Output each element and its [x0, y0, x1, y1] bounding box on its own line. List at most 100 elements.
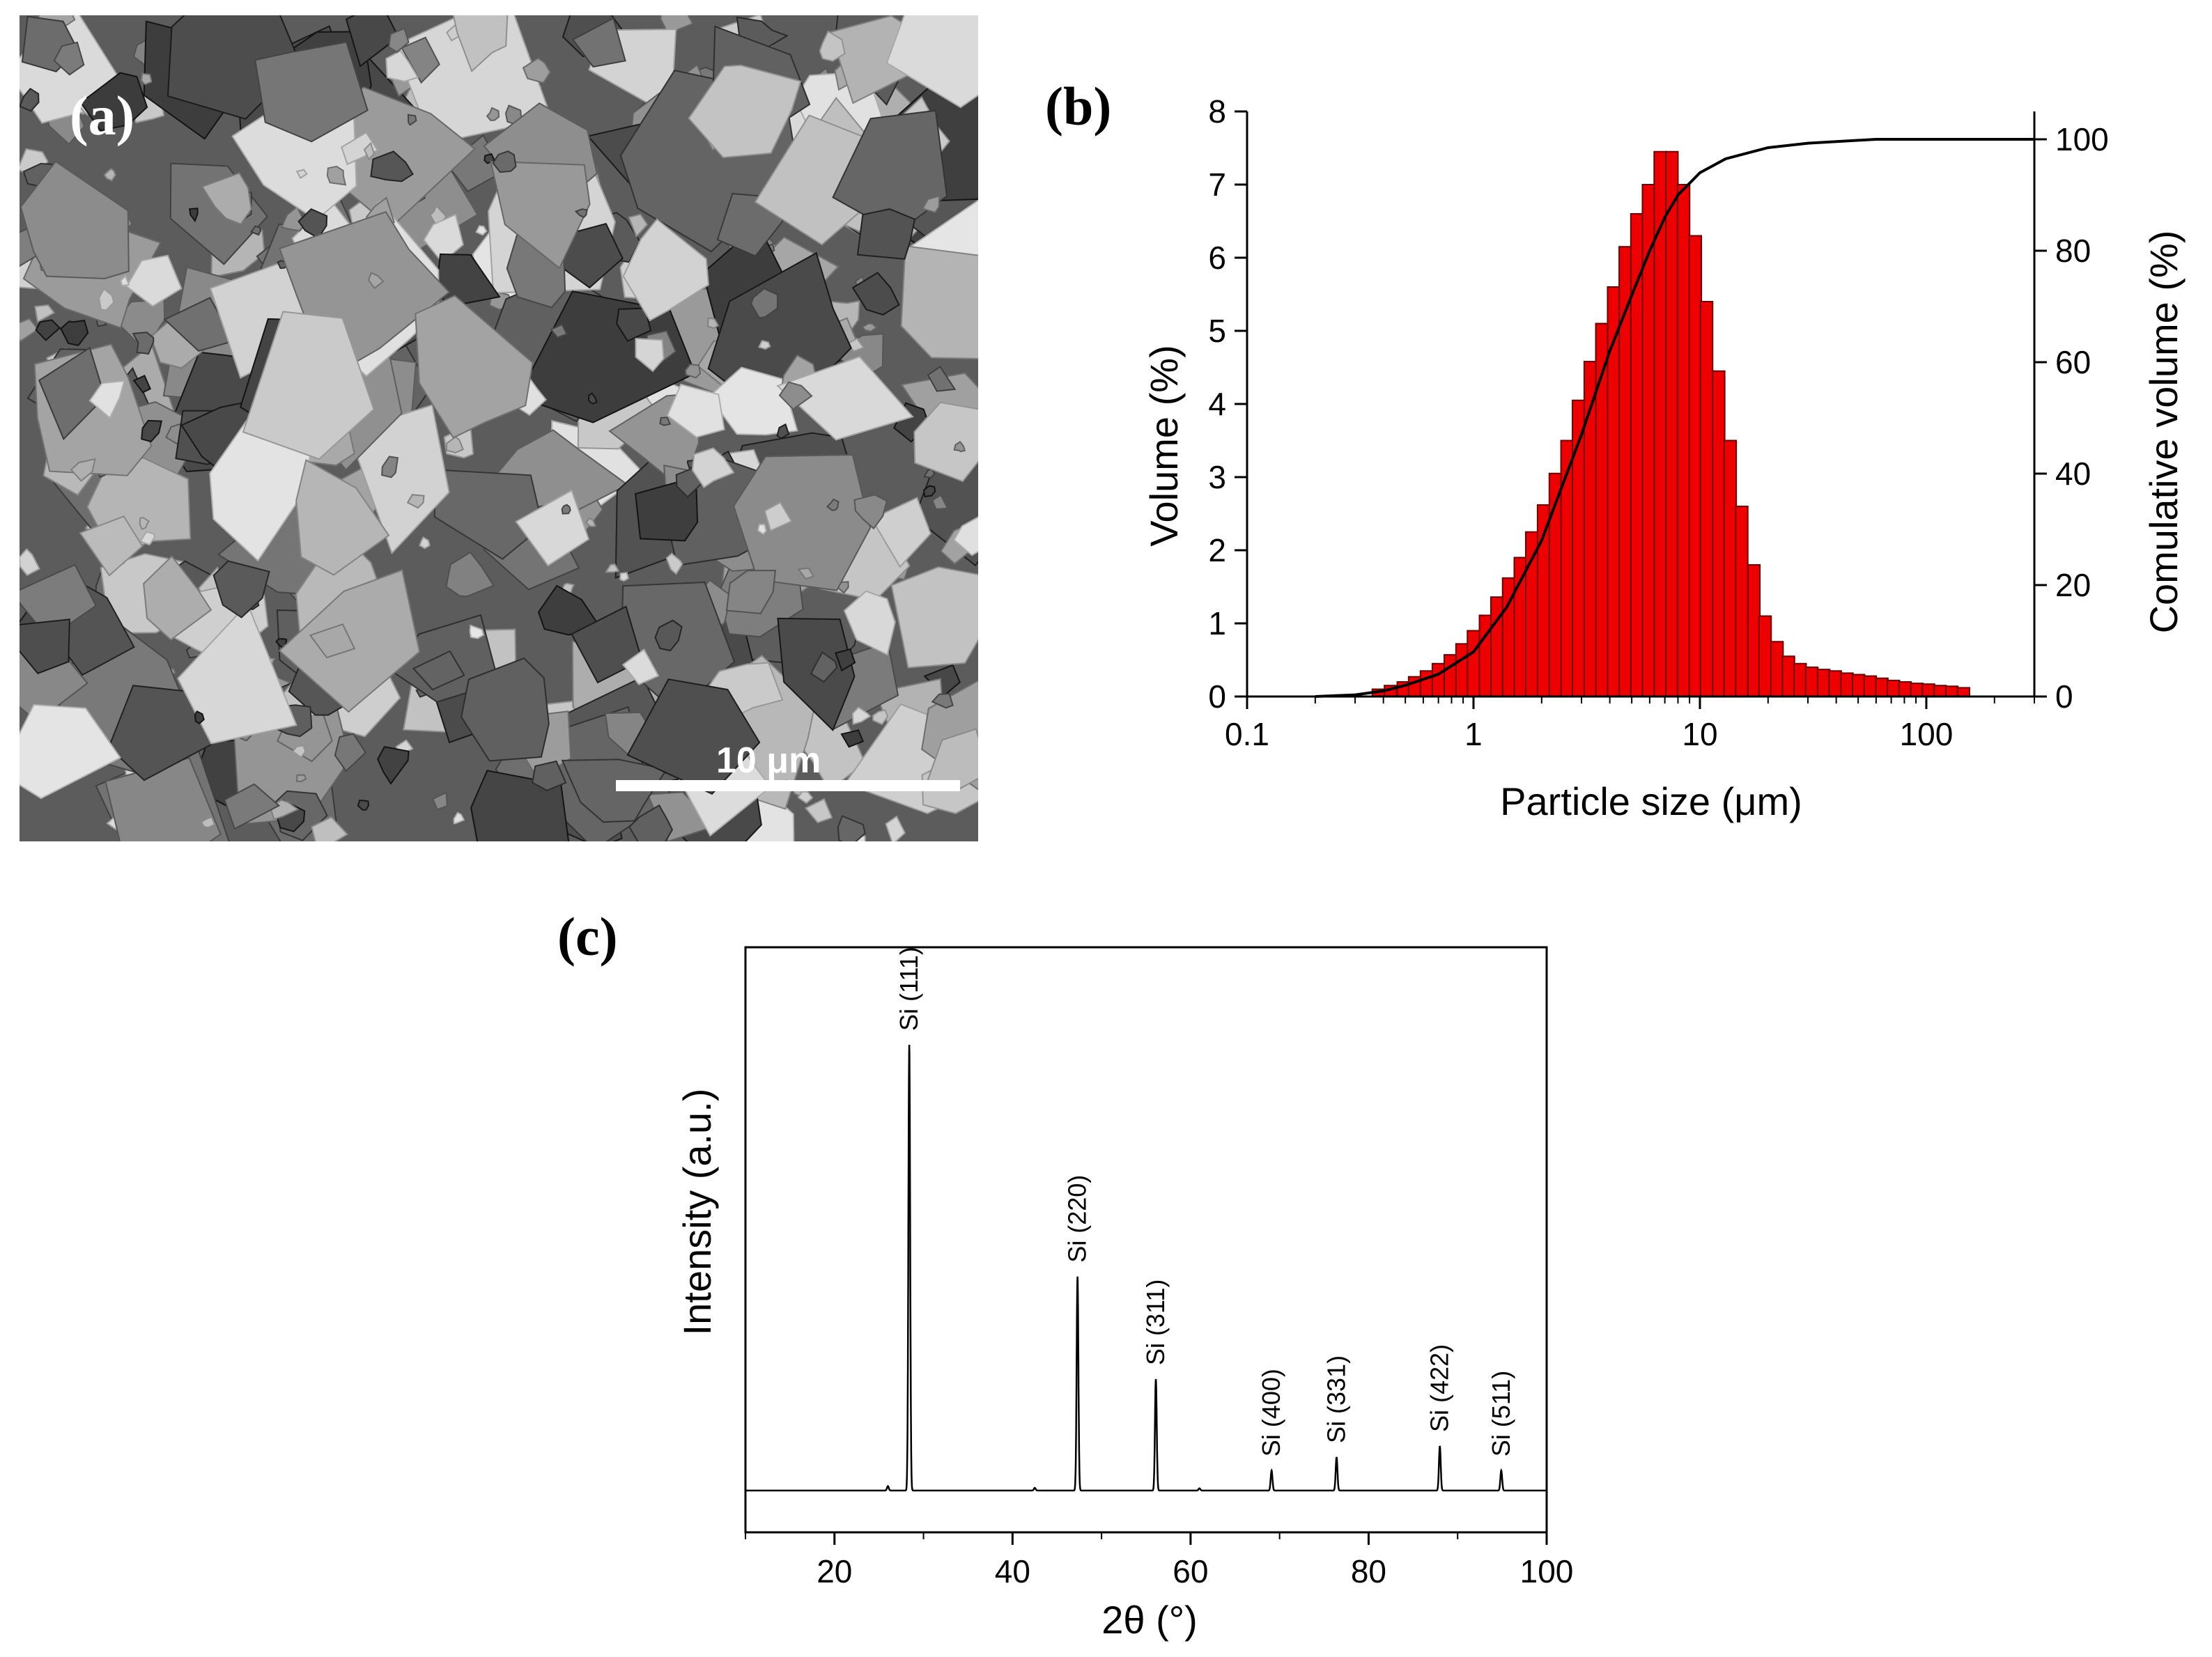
sem-particle — [923, 664, 961, 697]
sem-particle — [851, 706, 872, 725]
sem-particle — [628, 804, 674, 841]
sem-particle — [665, 552, 683, 575]
peak-labels-group: Si (111) Si (220) Si (311) Si (400) Si (331)… — [895, 947, 1515, 1456]
bar — [1455, 643, 1469, 698]
sem-particle — [194, 710, 205, 725]
bar — [1560, 439, 1575, 697]
sem-particle — [334, 733, 367, 772]
sem-particle — [377, 746, 410, 785]
sem-particle — [622, 218, 710, 322]
bar — [1630, 213, 1644, 697]
sem-particle — [861, 322, 878, 332]
sem-particle — [605, 563, 620, 573]
sem-particle — [345, 15, 400, 68]
sem-particle — [200, 816, 216, 829]
sem-particle — [931, 693, 954, 709]
y-right-tick-label: 60 — [2055, 344, 2091, 380]
sem-particle — [20, 619, 70, 674]
bar — [1793, 662, 1807, 697]
sem-particle — [885, 815, 906, 841]
sem-particle — [550, 323, 568, 339]
sem-particle — [341, 131, 379, 166]
sem-particle — [953, 440, 966, 453]
sem-particle — [925, 728, 978, 791]
y-tick-label: 6 — [1208, 240, 1226, 276]
bar — [1804, 667, 1819, 697]
peak-label: Si (511) — [1487, 1371, 1515, 1456]
bar — [1747, 564, 1761, 697]
sem-particle — [280, 205, 304, 232]
sem-particle — [295, 169, 308, 180]
sem-particle — [890, 566, 978, 669]
y-tick-label: 2 — [1208, 532, 1226, 568]
panel-c-label: (c) — [557, 906, 618, 967]
bar — [1478, 614, 1492, 698]
sem-particle — [357, 800, 370, 811]
bar — [1758, 615, 1772, 697]
sem-particle — [691, 447, 735, 489]
sem-particle — [797, 567, 815, 580]
sem-particle — [571, 17, 626, 68]
sem-particle — [79, 72, 148, 132]
sem-particle — [20, 160, 130, 280]
sem-particle — [20, 318, 39, 343]
sem-particle — [311, 816, 348, 841]
sem-particle — [415, 295, 534, 439]
sem-particle — [872, 709, 889, 726]
bar — [1688, 235, 1703, 697]
sem-particle — [139, 531, 155, 546]
bar — [1840, 672, 1854, 698]
sem-particle — [490, 160, 591, 270]
sem-particle — [688, 64, 802, 159]
bar — [1828, 670, 1842, 697]
bar — [1490, 596, 1504, 698]
sem-particle — [79, 515, 144, 577]
bar — [1665, 150, 1679, 697]
sem-particle — [295, 458, 390, 576]
sem-particle — [70, 458, 96, 482]
scale-bar — [616, 780, 960, 791]
sem-particle — [837, 815, 866, 841]
xrd-pattern-line — [745, 1044, 1547, 1492]
sem-particle — [419, 536, 431, 550]
x-axis-label: 2θ (°) — [1101, 1598, 1198, 1642]
bar — [1956, 687, 1970, 698]
y-tick-label: 8 — [1208, 93, 1226, 130]
bar — [1875, 677, 1889, 697]
sem-particle — [98, 288, 115, 311]
x-tick-label: 60 — [1173, 1553, 1208, 1589]
sem-particle — [931, 494, 949, 511]
bar — [1781, 655, 1795, 697]
sem-particle — [804, 798, 833, 824]
sem-particle — [835, 648, 856, 672]
sem-particle — [453, 811, 465, 825]
cumulative-line — [1315, 138, 2034, 698]
peak-label: Si (111) — [895, 947, 923, 1031]
sem-particle — [574, 208, 588, 219]
sem-particle — [38, 346, 106, 441]
sem-particle — [254, 41, 369, 143]
panel-a-label: (a) — [70, 86, 135, 147]
bar — [1735, 506, 1749, 697]
x-axis-label: Particle size (μm) — [1500, 779, 1802, 823]
sem-particle — [141, 72, 153, 86]
sem-particle — [750, 288, 779, 319]
sem-particle — [212, 560, 270, 619]
sem-particle — [856, 208, 916, 260]
sem-particle — [900, 244, 978, 359]
sem-particle — [363, 141, 376, 161]
peak-label: Si (311) — [1141, 1279, 1170, 1365]
sem-particle — [367, 272, 385, 290]
sem-particle — [452, 15, 509, 72]
x-tick-label: 100 — [1900, 716, 1954, 752]
bars-group — [1371, 150, 1970, 698]
sem-particle — [797, 791, 814, 804]
sem-particle — [385, 49, 419, 83]
sem-particle — [685, 364, 702, 379]
x-tick-label: 0.1 — [1225, 716, 1269, 752]
bar — [1653, 150, 1667, 697]
bar — [1712, 370, 1726, 697]
sem-particle — [492, 150, 517, 173]
